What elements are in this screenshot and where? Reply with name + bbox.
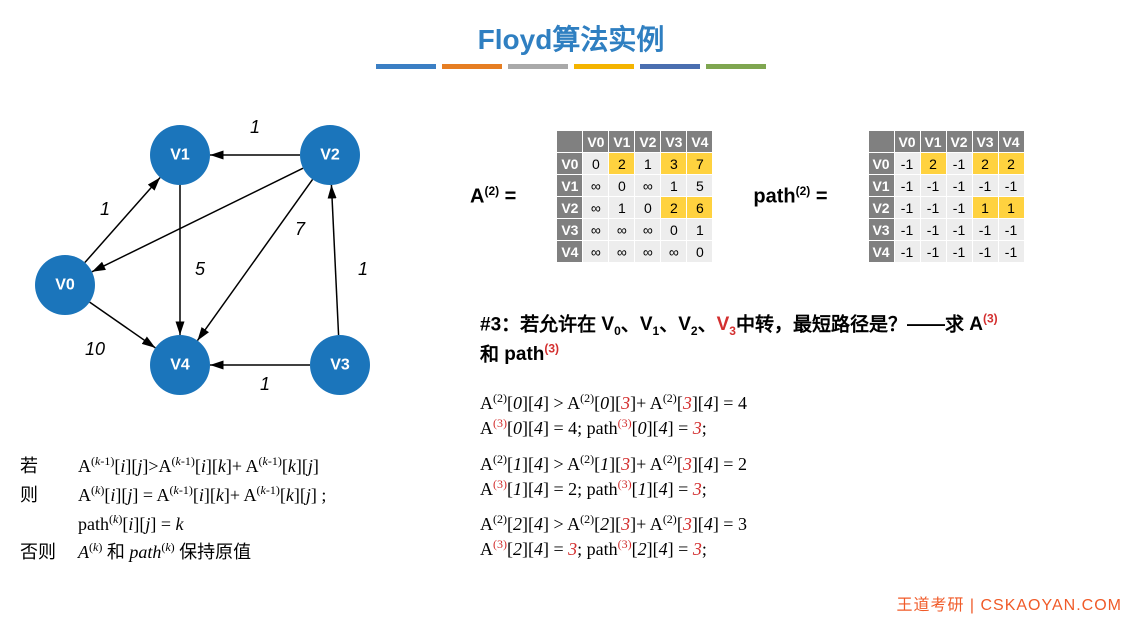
matrix-path-table: V0V1V2V3V4V0-12-122V1-1-1-1-1-1V2-1-1-11… (868, 130, 1025, 263)
title-underline-bars (0, 64, 1142, 69)
svg-text:1: 1 (250, 117, 260, 137)
svg-text:V1: V1 (170, 147, 190, 164)
svg-text:1: 1 (100, 199, 110, 219)
question-text: #3：若允许在 V0、V1、V2、V3中转，最短路径是？——求 A(3) 和 p… (480, 310, 1110, 370)
graph-diagram: 1 10 5 1 7 1 1 V0 V1 V2 V3 V4 (10, 85, 450, 425)
svg-text:V2: V2 (320, 147, 340, 164)
matrix-path-label: path(2) = (753, 184, 827, 209)
matrix-a-table: V0V1V2V3V4V002137V1∞0∞15V2∞1026V3∞∞∞01V4… (556, 130, 713, 263)
floyd-recurrence-formulas: 若A(k-1)[i][j]>A(k-1)[i][k]+ A(k-1)[k][j]… (20, 452, 326, 567)
svg-text:1: 1 (260, 374, 270, 394)
matrices-area: A(2) = V0V1V2V3V4V002137V1∞0∞15V2∞1026V3… (470, 130, 1025, 263)
svg-text:5: 5 (195, 259, 206, 279)
page-title: Floyd算法实例 (0, 0, 1142, 58)
svg-text:V4: V4 (170, 357, 190, 374)
svg-text:1: 1 (358, 259, 368, 279)
svg-text:V0: V0 (55, 277, 75, 294)
footer-branding: 王道考研 | CSKAOYAN.COM (896, 591, 1122, 615)
matrix-a-label: A(2) = (470, 184, 516, 209)
svg-text:7: 7 (295, 219, 306, 239)
svg-text:V3: V3 (330, 357, 350, 374)
svg-text:10: 10 (85, 339, 105, 359)
equations-block: A(2)[0][4] > A(2)[0][3]+ A(2)[3][4] = 4A… (480, 390, 747, 572)
